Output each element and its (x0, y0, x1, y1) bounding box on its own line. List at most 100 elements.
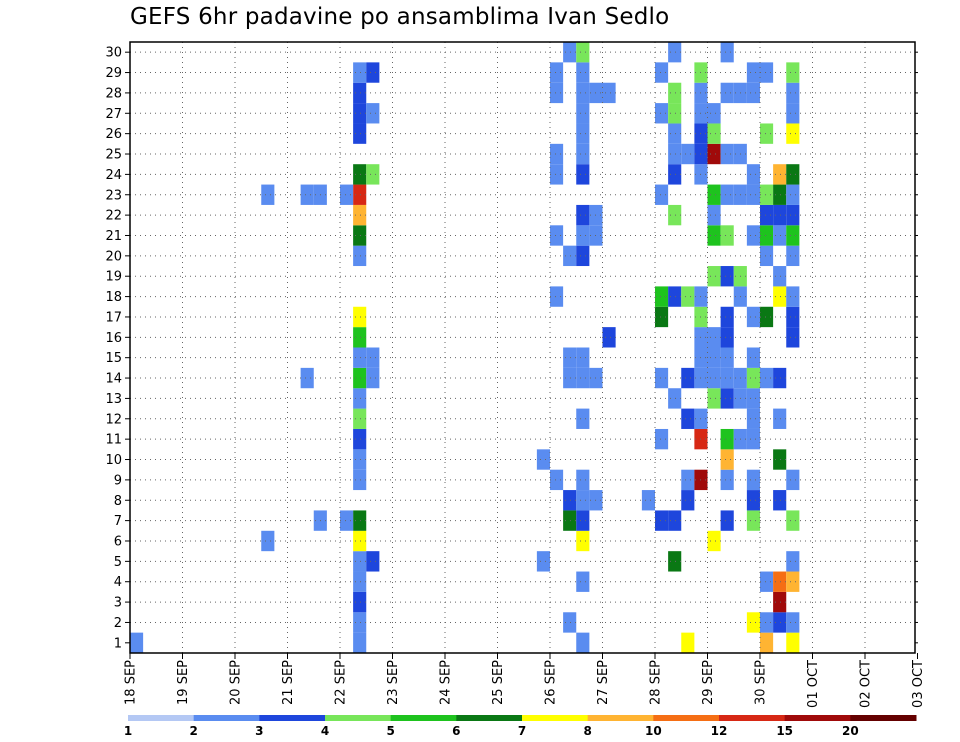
heatmap-cell (720, 143, 734, 165)
heatmap-cell (353, 510, 367, 531)
heatmap-cell (746, 164, 760, 185)
heatmap-cell (760, 612, 774, 633)
heatmap-cell (773, 408, 787, 429)
heatmap-cell (760, 62, 774, 83)
colorbar-tick-label: 5 (386, 724, 394, 738)
y-tick-label: 25 (105, 148, 122, 163)
heatmap-cell (353, 103, 367, 124)
heatmap-cell (655, 62, 669, 83)
y-tick-label: 8 (114, 494, 122, 509)
heatmap-cell (681, 143, 695, 165)
colorbar-swatch (719, 715, 786, 721)
heatmap-cell (340, 184, 354, 205)
heatmap-cell (353, 82, 367, 104)
heatmap-cell (353, 571, 367, 592)
heatmap-cell (668, 42, 682, 63)
heatmap-cell (760, 225, 774, 246)
heatmap-cell (786, 225, 800, 246)
heatmap-cell (760, 184, 774, 205)
colorbar-swatch (325, 715, 392, 721)
heatmap-cell (353, 184, 367, 205)
heatmap-cell (353, 367, 367, 389)
heatmap-cell (366, 103, 380, 124)
heatmap-cell (786, 62, 800, 83)
heatmap-cell (681, 408, 695, 429)
x-tick-label: 24 SEP (439, 660, 454, 705)
heatmap-cell (773, 266, 787, 287)
heatmap-cell (760, 306, 774, 328)
heatmap-cell (550, 164, 564, 185)
x-tick-label: 19 SEP (176, 660, 191, 705)
heatmap-cell (720, 428, 734, 450)
heatmap-cell (720, 367, 734, 389)
heatmap-cell (668, 510, 682, 531)
heatmap-cell (536, 449, 550, 470)
heatmap-cell (353, 428, 367, 450)
heatmap-cell (550, 225, 564, 246)
heatmap-cell (353, 164, 367, 185)
heatmap-cell (366, 551, 380, 572)
x-tick-label: 30 SEP (754, 660, 769, 705)
colorbar-tick-label: 1 (124, 724, 132, 738)
y-tick-label: 16 (105, 331, 122, 346)
plot-frame (129, 41, 916, 654)
heatmap-cell (655, 286, 669, 307)
colorbar-tick-label: 7 (518, 724, 526, 738)
heatmap-cell (576, 367, 590, 389)
heatmap-cell (786, 82, 800, 104)
heatmap-cell (576, 530, 590, 552)
heatmap-cell (353, 530, 367, 552)
heatmap-cell (576, 490, 590, 511)
colorbar-tick-label: 6 (452, 724, 460, 738)
y-tick-label: 3 (114, 596, 122, 611)
y-tick-label: 28 (105, 86, 122, 101)
colorbar-swatch (193, 715, 260, 721)
heatmap-cell (668, 204, 682, 226)
x-tick-label: 26 SEP (544, 660, 559, 705)
heatmap-cell (681, 286, 695, 307)
heatmap-cell (746, 612, 760, 633)
heatmap-cell (576, 42, 590, 63)
heatmap-cell (576, 143, 590, 165)
heatmap-cell (668, 286, 682, 307)
heatmap-cell (550, 82, 564, 104)
y-tick-label: 22 (105, 209, 122, 224)
heatmap-cell (786, 184, 800, 205)
x-tick-label: 01 OCT (806, 660, 821, 708)
heatmap-cell (707, 327, 721, 348)
heatmap-cell (668, 103, 682, 124)
heatmap-cell (655, 510, 669, 531)
heatmap-cell (681, 367, 695, 389)
heatmap-cell (760, 571, 774, 592)
colorbar-swatch (653, 715, 720, 721)
heatmap-cell (786, 551, 800, 572)
heatmap-cell (353, 612, 367, 633)
heatmap-cell (773, 571, 787, 592)
heatmap-cell (300, 367, 314, 389)
heatmap-cell (746, 510, 760, 531)
heatmap-cell (576, 103, 590, 124)
colorbar-tick-label: 4 (321, 724, 329, 738)
heatmap-cell (353, 449, 367, 470)
x-tick-label: 03 OCT (911, 660, 926, 708)
colorbar-tick-label: 8 (583, 724, 591, 738)
y-tick-label: 13 (105, 392, 122, 407)
heatmap-cell (655, 306, 669, 328)
colorbar-tick-label: 15 (776, 724, 793, 738)
heatmap-cell (340, 510, 354, 531)
colorbar-swatch (390, 715, 457, 721)
heatmap-cell (563, 367, 577, 389)
x-tick-label: 22 SEP (334, 660, 349, 705)
heatmap-cell (681, 490, 695, 511)
heatmap-cell (720, 388, 734, 409)
heatmap-cell (707, 103, 721, 124)
heatmap-cell (655, 428, 669, 450)
heatmap-cell (655, 103, 669, 124)
chart-title: GEFS 6hr padavine po ansamblima Ivan Sed… (130, 4, 670, 30)
heatmap-cell (668, 82, 682, 104)
heatmap-cell (746, 306, 760, 328)
colorbar-tick-label: 3 (255, 724, 263, 738)
y-tick-label: 12 (105, 412, 122, 427)
heatmap-cell (563, 42, 577, 63)
